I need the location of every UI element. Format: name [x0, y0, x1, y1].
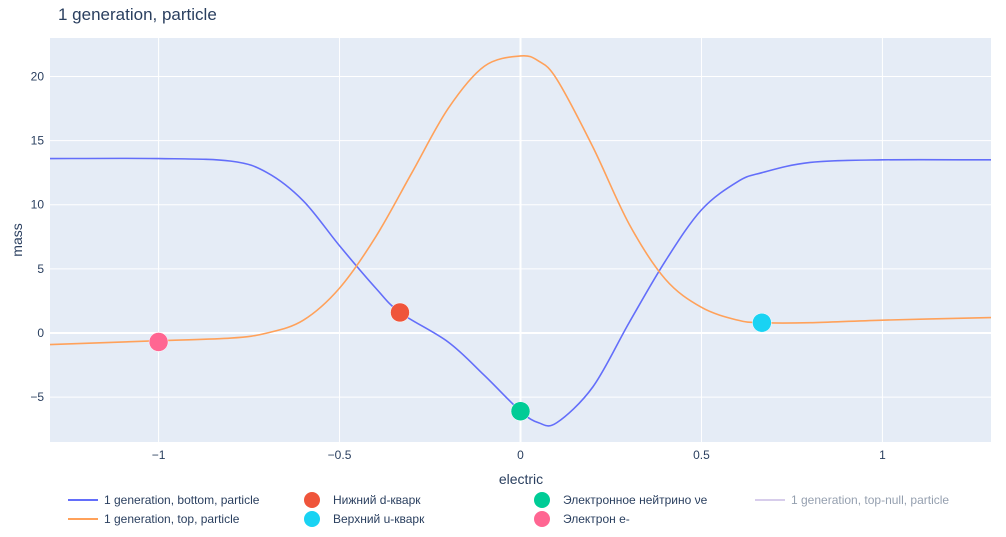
legend-swatch-dot	[534, 511, 550, 527]
legend-item-u-quark[interactable]: Верхний u-кварк	[303, 509, 424, 529]
x-tick-label: −1	[152, 448, 166, 462]
legend-label: Верхний u-кварк	[333, 512, 425, 526]
legend-label: 1 generation, top-null, particle	[791, 493, 950, 507]
chart-title: 1 generation, particle	[58, 5, 217, 24]
grid	[50, 38, 991, 442]
legend-label: Электрон e-	[563, 512, 630, 526]
legend-swatch-dot	[304, 511, 320, 527]
legend-swatch-line	[755, 499, 785, 501]
x-tick-label: 1	[879, 448, 886, 462]
legend-label: 1 generation, bottom, particle	[104, 493, 260, 507]
legend-item-top-particle[interactable]: 1 generation, top, particle	[68, 509, 239, 529]
legend: 1 generation, bottom, particle 1 generat…	[68, 490, 998, 532]
y-tick-label: −5	[30, 390, 44, 404]
legend-item-electron[interactable]: Электрон e-	[533, 509, 630, 529]
data-point-5	[148, 332, 169, 352]
x-tick-label: 0	[517, 448, 524, 462]
legend-label: Нижний d-кварк	[333, 493, 421, 507]
y-tick-label: 10	[31, 198, 45, 212]
legend-item-neutrino[interactable]: Электронное нейтрино νe	[533, 490, 707, 510]
x-tick-label: 0.5	[693, 448, 710, 462]
legend-item-bottom-particle[interactable]: 1 generation, bottom, particle	[68, 490, 259, 510]
x-axis-label: electric	[499, 471, 543, 487]
x-tick-label: −0.5	[328, 448, 352, 462]
data-point-4	[510, 401, 531, 421]
y-tick-label: 0	[37, 326, 44, 340]
marker-layer	[148, 302, 772, 421]
legend-label: Электронное нейтрино νe	[563, 493, 708, 507]
data-point-3	[752, 312, 772, 333]
legend-swatch-dot	[534, 492, 550, 508]
series-line-0	[49, 157, 992, 427]
legend-swatch-line	[68, 518, 98, 520]
data-point-2	[390, 302, 410, 323]
y-tick-label: 15	[31, 134, 45, 148]
y-axis-label: mass	[9, 223, 25, 256]
tick-labels: −1 −0.5 0 0.5 1 −5 0 5 10 15 20	[30, 69, 886, 462]
legend-item-top-null[interactable]: 1 generation, top-null, particle	[755, 490, 949, 510]
legend-item-d-quark[interactable]: Нижний d-кварк	[303, 490, 421, 510]
y-tick-label: 20	[31, 69, 45, 83]
legend-swatch-dot	[304, 492, 320, 508]
legend-swatch-line	[68, 499, 98, 501]
y-tick-label: 5	[37, 262, 44, 276]
legend-label: 1 generation, top, particle	[104, 512, 240, 526]
